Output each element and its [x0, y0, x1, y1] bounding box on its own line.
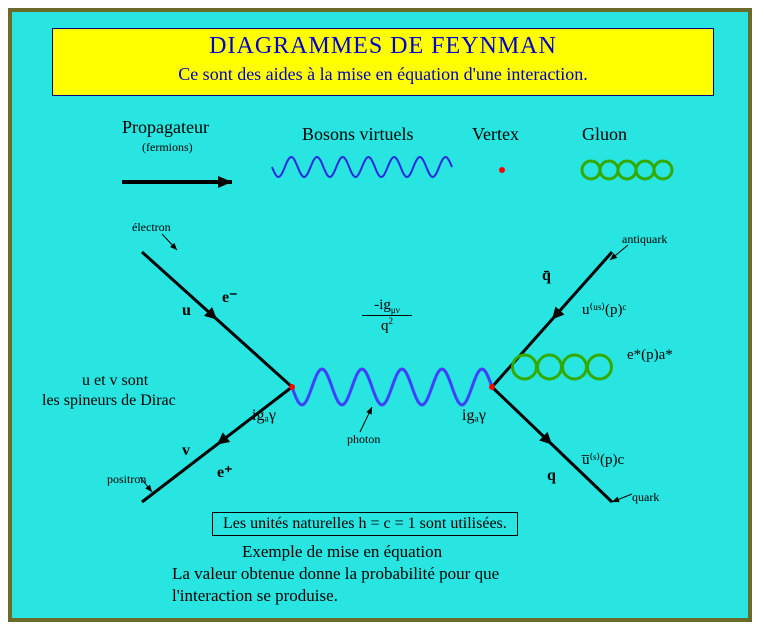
label-qbar: q̄: [542, 267, 551, 285]
units-box: Les unités naturelles h = c = 1 sont uti…: [212, 512, 518, 536]
label-ig-right: igₐγ: [462, 407, 486, 425]
label-v: v: [182, 442, 190, 460]
propagator-fraction: -igμν q2: [362, 297, 412, 335]
example-line-1: Exemple de mise en équation: [242, 542, 442, 562]
spinor-note-1: u et v sont: [82, 372, 148, 390]
label-positron: positron: [107, 472, 146, 487]
label-u-s-pc: u̅⁽ˢ⁾(p)c: [582, 450, 624, 469]
label-q: q: [547, 467, 556, 485]
label-u-us-pc: u⁽ᵘˢ⁾(p)ᶜ: [582, 300, 626, 319]
label-electron: électron: [132, 220, 171, 235]
label-ig-left: igₐγ: [252, 407, 276, 425]
propagator-top: -igμν: [362, 297, 412, 316]
example-line-2: La valeur obtenue donne la probabilité p…: [172, 564, 499, 584]
example-line-3: l'interaction se produise.: [172, 586, 338, 606]
spinor-note-2: les spineurs de Dirac: [42, 392, 176, 410]
label-antiquark: antiquark: [622, 232, 667, 247]
label-e-minus: e⁻: [222, 287, 238, 307]
label-u: u: [182, 302, 191, 320]
label-photon: photon: [347, 432, 380, 447]
diagram-frame: DIAGRAMMES DE FEYNMAN Ce sont des aides …: [8, 8, 752, 622]
label-quark: quark: [632, 490, 659, 505]
label-e-star: e*(p)a*: [627, 347, 673, 364]
propagator-bot: q2: [362, 316, 412, 335]
label-e-plus: e⁺: [217, 462, 233, 482]
